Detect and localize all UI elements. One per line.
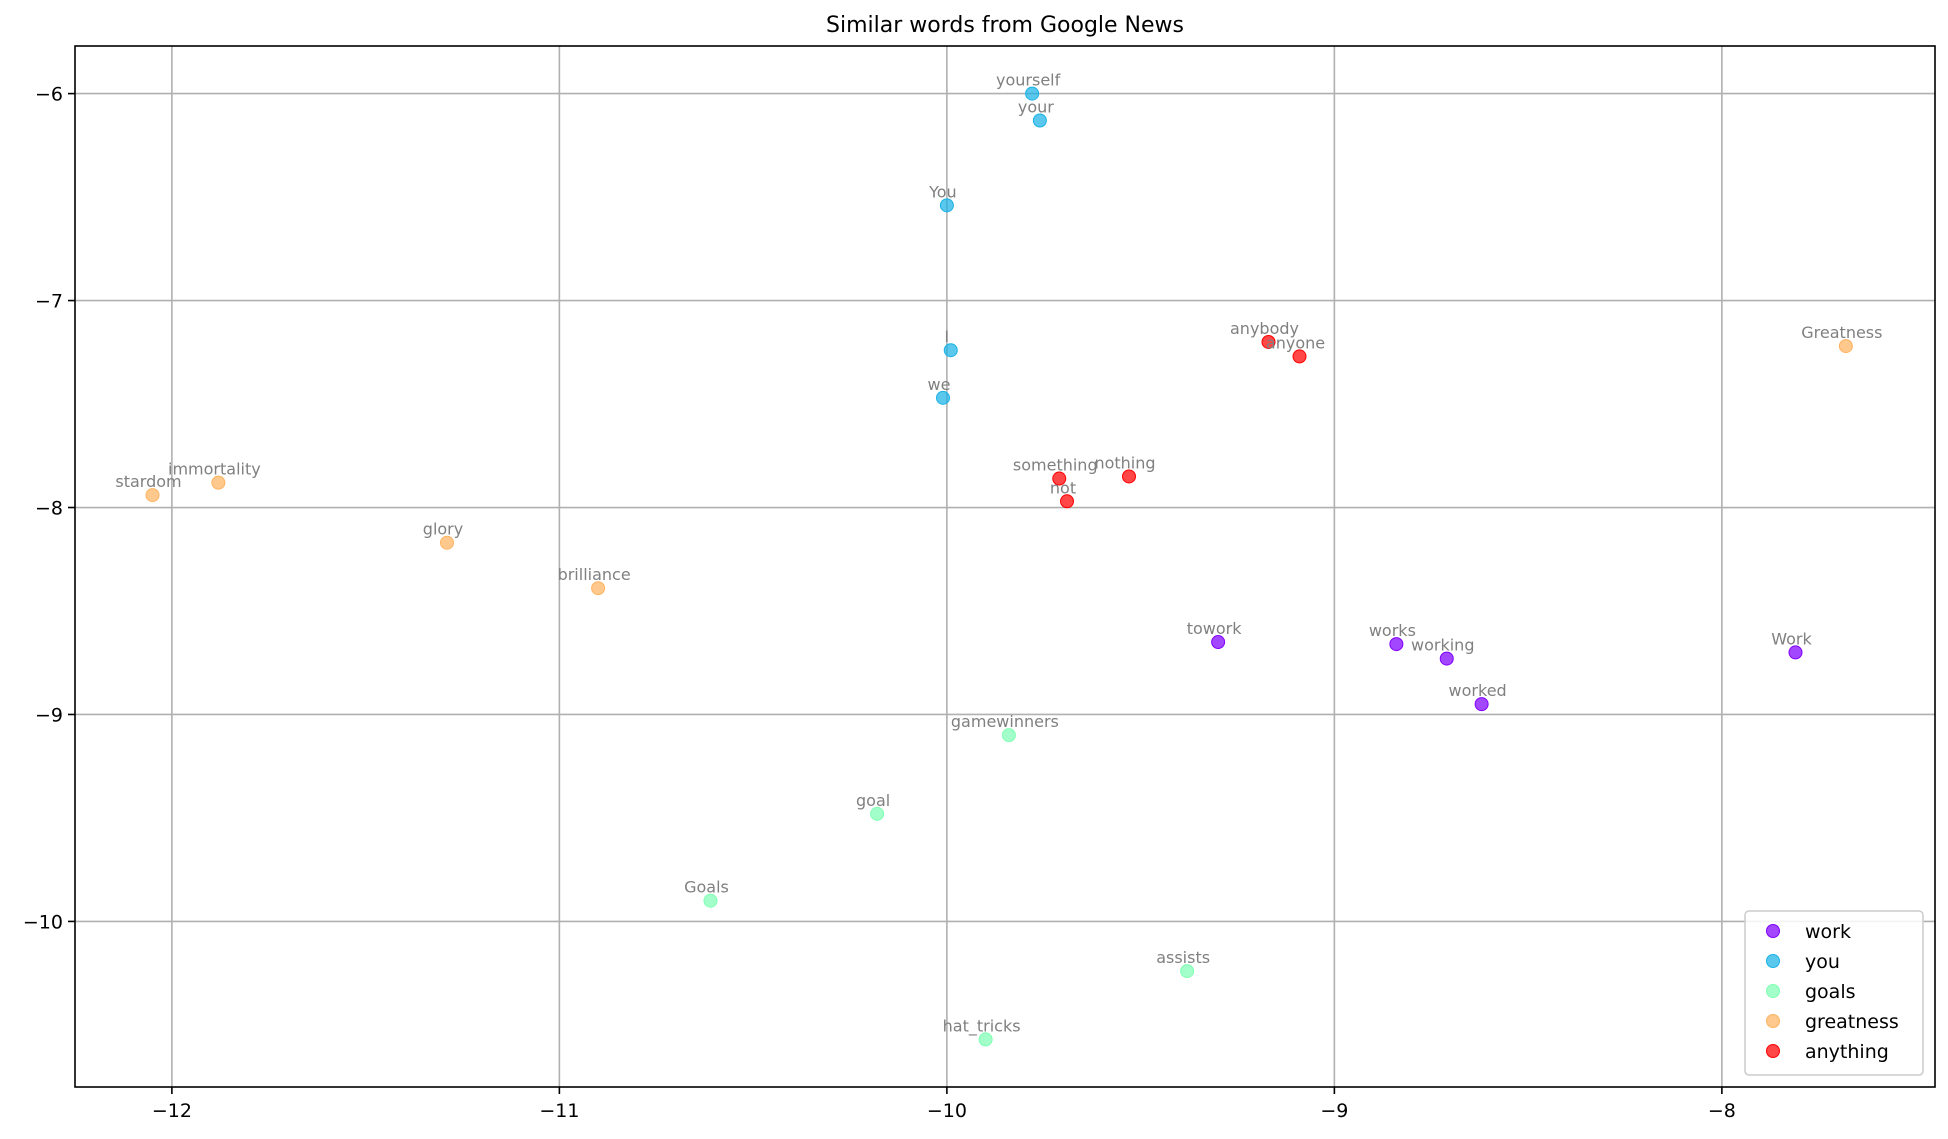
axis-ticks: −12 −11 −10 −9 −8 −6 −7 −8 −9 −10 xyxy=(23,84,1736,1122)
point-label: Work xyxy=(1771,629,1812,648)
data-point-goals xyxy=(1180,964,1195,979)
data-point-anything xyxy=(1122,469,1136,484)
point-label: yourself xyxy=(996,71,1061,90)
legend-label: anything xyxy=(1805,1041,1889,1063)
data-point-work xyxy=(1439,651,1454,666)
point-label: anybody xyxy=(1230,319,1299,338)
x-tick-label: −9 xyxy=(1320,1100,1348,1122)
data-point-you xyxy=(936,390,950,405)
data-point-work xyxy=(1389,637,1404,652)
legend-marker xyxy=(1766,984,1780,998)
x-tick-label: −10 xyxy=(927,1100,967,1122)
data-point-work xyxy=(1211,635,1226,650)
x-tick-label: −8 xyxy=(1708,1100,1736,1122)
point-label: your xyxy=(1018,98,1054,117)
data-point-you xyxy=(1032,113,1047,128)
y-tick-label: −7 xyxy=(35,291,63,313)
y-tick-label: −8 xyxy=(35,498,63,520)
x-tick-label: −12 xyxy=(152,1100,192,1122)
point-label: worked xyxy=(1449,681,1507,700)
point-label: not xyxy=(1050,478,1076,497)
point-label: hat_tricks xyxy=(943,1016,1021,1036)
data-point-goals xyxy=(978,1032,993,1047)
point-label: stardom xyxy=(115,472,181,491)
data-point-goals xyxy=(870,806,885,821)
plot-frame xyxy=(74,45,1936,1088)
point-label: nothing xyxy=(1094,453,1155,472)
y-tick-label: −9 xyxy=(35,704,63,726)
point-label: Greatness xyxy=(1801,323,1882,342)
data-point-work xyxy=(1788,645,1803,660)
legend-marker xyxy=(1766,924,1780,938)
legend-box xyxy=(1744,910,1924,1076)
data-point-you xyxy=(939,198,954,213)
point-label: working xyxy=(1411,636,1474,655)
y-tick-label: −6 xyxy=(35,84,63,106)
data-point-greatness xyxy=(145,488,160,503)
legend-marker xyxy=(1766,1044,1780,1058)
point-label: immortality xyxy=(168,460,261,479)
data-point-greatness xyxy=(1838,339,1853,354)
legend-label: goals xyxy=(1805,981,1856,1003)
data-points xyxy=(145,86,1853,1047)
data-point-goals xyxy=(1001,728,1016,743)
data-point-anything xyxy=(1261,334,1276,349)
y-tick-label: −10 xyxy=(23,911,63,933)
point-label: I xyxy=(944,327,949,346)
data-point-goals xyxy=(703,893,718,908)
data-point-anything xyxy=(1052,471,1067,486)
legend-label: work xyxy=(1805,921,1851,943)
point-label: works xyxy=(1369,621,1416,640)
point-label: something xyxy=(1013,456,1098,475)
point-label: towork xyxy=(1187,619,1243,638)
point-label: we xyxy=(928,375,951,394)
point-label: gamewinners xyxy=(951,712,1059,731)
data-point-work xyxy=(1474,697,1489,712)
x-tick-label: −11 xyxy=(539,1100,579,1122)
grid-lines xyxy=(75,46,1935,1087)
point-label: anyone xyxy=(1266,333,1325,352)
data-point-you xyxy=(943,343,958,358)
legend-label: you xyxy=(1805,951,1840,973)
point-label: goal xyxy=(856,791,890,810)
point-label: You xyxy=(928,182,957,201)
data-point-greatness xyxy=(211,475,226,490)
data-point-greatness xyxy=(591,581,606,596)
data-point-greatness xyxy=(440,535,454,550)
legend-marker xyxy=(1766,1014,1780,1028)
data-point-you xyxy=(1025,86,1040,101)
point-label: Goals xyxy=(684,878,729,897)
point-label: glory xyxy=(423,520,463,539)
chart-title: Similar words from Google News xyxy=(826,13,1184,38)
point-label: brilliance xyxy=(558,565,631,584)
data-point-anything xyxy=(1060,494,1074,509)
point-label: assists xyxy=(1156,948,1210,967)
legend: work you goals greatness anything xyxy=(1744,910,1924,1076)
legend-label: greatness xyxy=(1805,1011,1899,1033)
data-point-anything xyxy=(1292,349,1307,364)
legend-marker xyxy=(1766,954,1780,968)
